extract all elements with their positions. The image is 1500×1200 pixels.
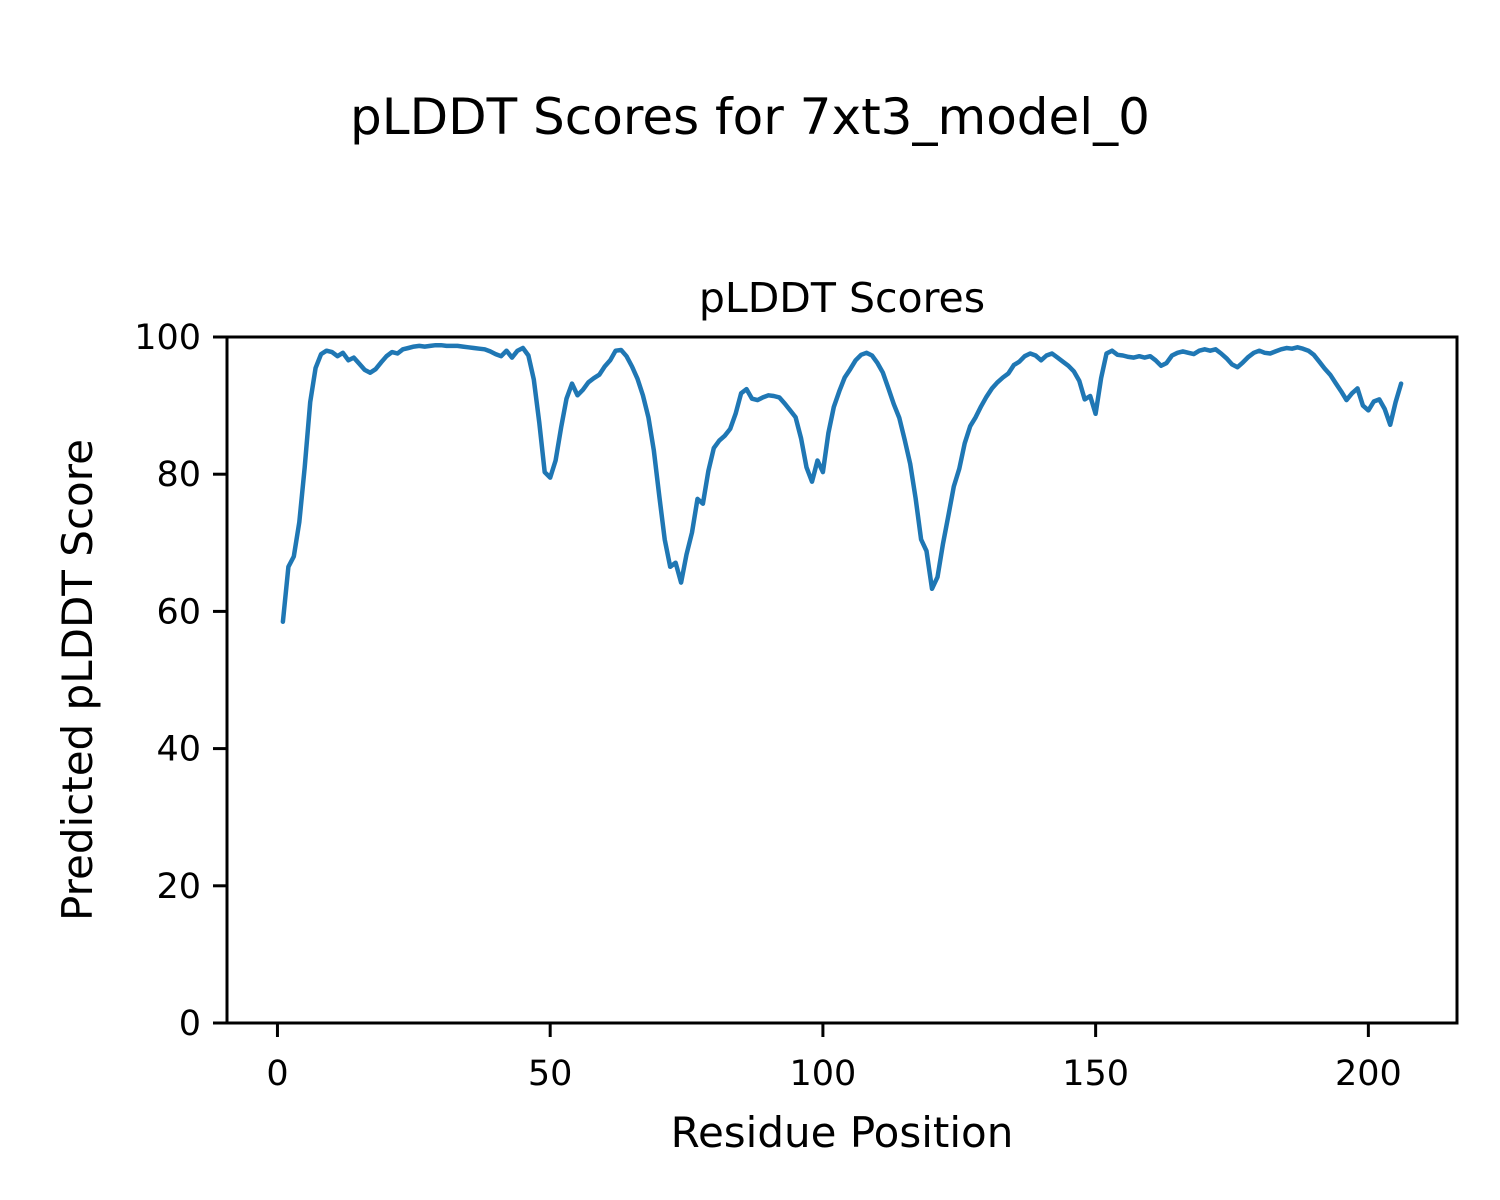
x-tick-label-4: 200 xyxy=(1335,1054,1402,1094)
y-tick-label-3: 60 xyxy=(156,592,201,632)
x-axis-label: Residue Position xyxy=(670,1108,1014,1157)
y-axis-label: Predicted pLDDT Score xyxy=(53,439,102,921)
y-tick-label-4: 80 xyxy=(156,455,201,495)
y-tick-label-5: 100 xyxy=(134,318,201,358)
x-tick-label-3: 150 xyxy=(1062,1054,1129,1094)
y-tick-label-2: 40 xyxy=(156,730,201,770)
x-tick-label-0: 0 xyxy=(266,1054,288,1094)
y-tick-label-0: 0 xyxy=(179,1004,201,1044)
axes-spines xyxy=(225,335,1459,1025)
plddt-line xyxy=(280,342,1404,624)
axes-title: pLDDT Scores xyxy=(698,274,986,322)
x-tick-label-2: 100 xyxy=(790,1054,857,1094)
y-tick-label-1: 20 xyxy=(156,867,201,907)
x-tick-label-1: 50 xyxy=(528,1054,573,1094)
figure-title: pLDDT Scores for 7xt3_model_0 xyxy=(350,88,1150,146)
